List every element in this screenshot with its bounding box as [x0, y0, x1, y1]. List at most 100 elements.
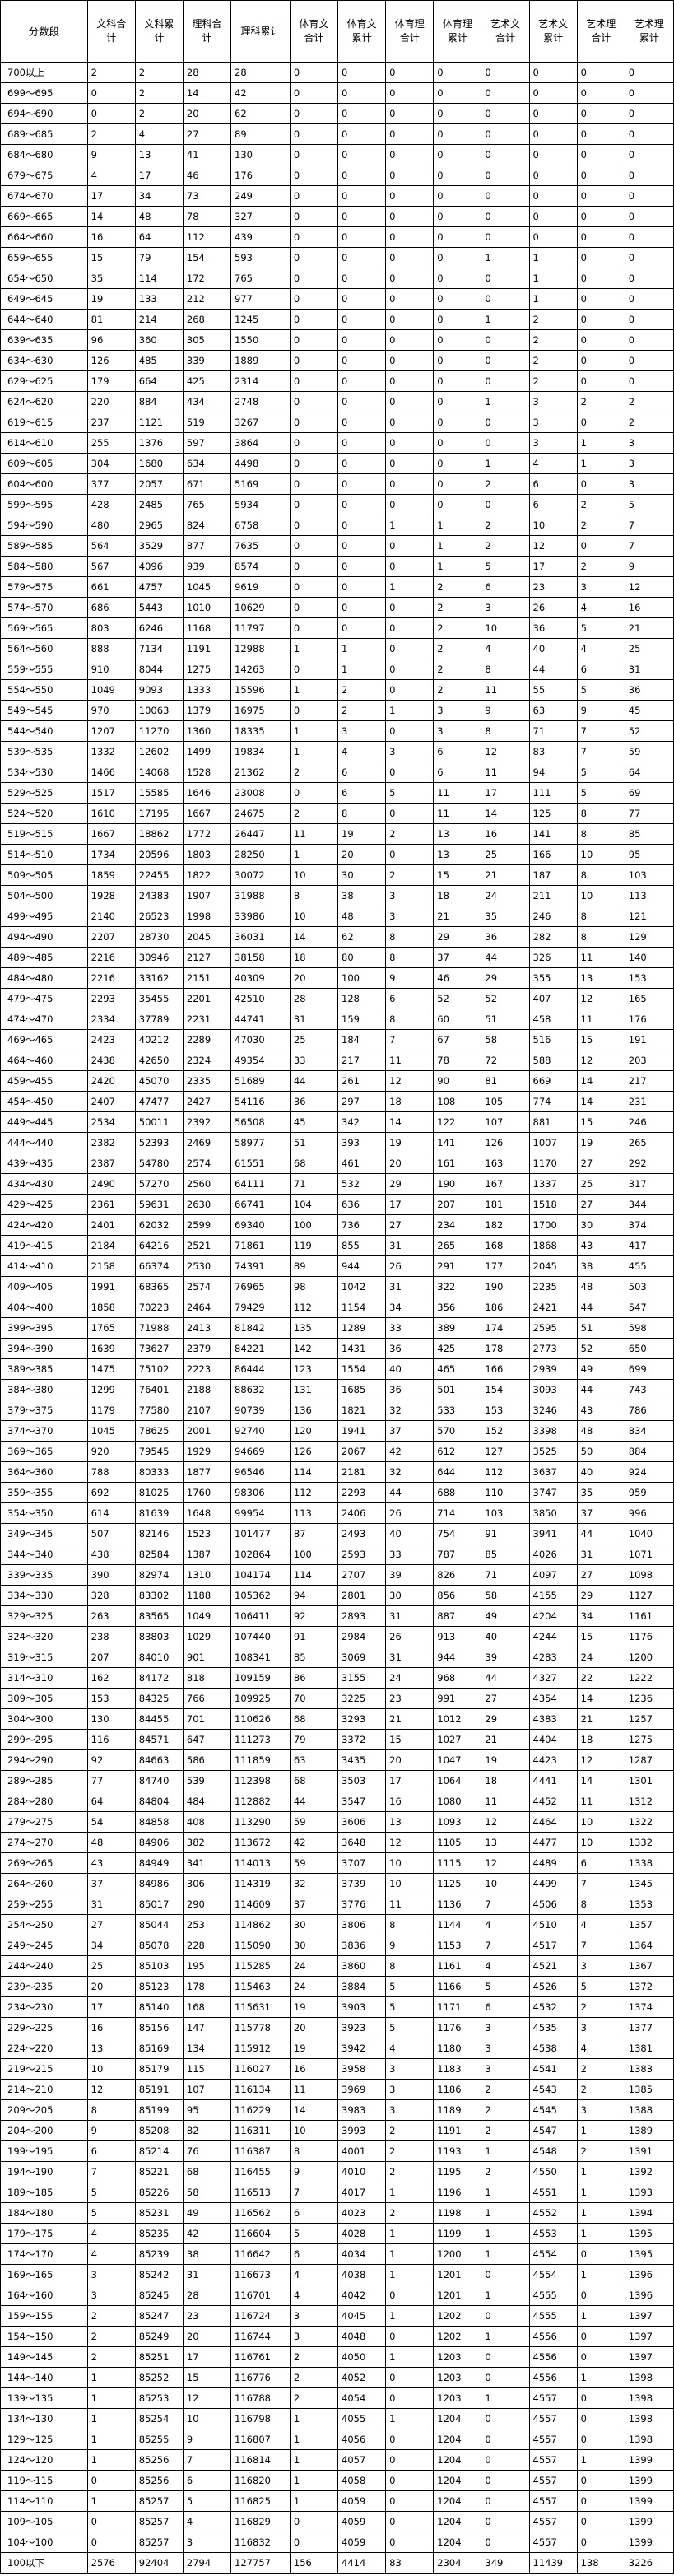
cell-wenke-count: 2334 [86, 1009, 136, 1030]
cell-pe-wen-cumulative: 4414 [337, 2552, 387, 2574]
cell-like-cumulative: 1245 [230, 309, 291, 330]
table-row: 584～580 567 4096 939 8574 0 0 0 1 5 17 2 9 [0, 556, 674, 577]
cell-pe-wen-cumulative: 3069 [337, 1647, 387, 1668]
cell-art-li-cumulative: 0 [624, 144, 674, 165]
cell-art-li-cumulative: 699 [624, 1358, 674, 1380]
cell-like-count: 17 [182, 2346, 232, 2368]
cell-art-wen-cumulative: 4423 [528, 1749, 578, 1771]
cell-wenke-count: 4 [86, 2223, 136, 2244]
cell-like-cumulative: 130 [230, 144, 291, 165]
cell-pe-li-count: 5 [385, 1976, 435, 1997]
cell-pe-li-count: 0 [385, 2490, 435, 2512]
cell-art-wen-count: 152 [481, 1420, 530, 1442]
cell-wenke-count: 1299 [86, 1379, 136, 1400]
cell-art-wen-cumulative: 4464 [528, 1811, 578, 1833]
cell-art-wen-cumulative: 4550 [528, 2161, 578, 2182]
table-row: 459～455 2420 45070 2335 51689 44 261 12 90 81 669 1… [0, 1070, 674, 1092]
cell-art-li-cumulative: 217 [624, 1070, 674, 1092]
cell-art-wen-count: 2 [481, 2161, 530, 2182]
cell-art-wen-cumulative: 40 [528, 638, 578, 659]
cell-like-count: 824 [182, 515, 232, 536]
cell-art-li-cumulative: 834 [624, 1420, 674, 1442]
cell-wenke-count: 126 [86, 350, 136, 371]
cell-pe-li-count: 33 [385, 1544, 435, 1565]
cell-score-range: 569～565 [0, 617, 88, 639]
cell-pe-li-cumulative: 501 [433, 1379, 482, 1400]
cell-like-cumulative: 30072 [230, 864, 291, 886]
cell-pe-wen-cumulative: 20 [337, 844, 387, 865]
cell-pe-wen-count: 33 [289, 1050, 339, 1071]
cell-art-wen-count: 0 [481, 350, 530, 371]
cell-wenke-cumulative: 82584 [134, 1544, 184, 1565]
cell-wenke-cumulative: 81025 [134, 1482, 184, 1503]
cell-pe-wen-cumulative: 944 [337, 1255, 387, 1277]
cell-pe-li-cumulative: 190 [433, 1173, 482, 1195]
cell-art-wen-count: 0 [481, 62, 530, 83]
cell-art-li-cumulative: 1353 [624, 1894, 674, 1915]
cell-art-li-cumulative: 1200 [624, 1647, 674, 1668]
cell-pe-li-cumulative: 389 [433, 1317, 482, 1339]
cell-score-range: 144～140 [0, 2367, 88, 2388]
cell-art-li-cumulative: 3226 [624, 2552, 674, 2574]
cell-pe-li-count: 9 [385, 1935, 435, 1956]
cell-like-count: 1648 [182, 1502, 232, 1524]
cell-pe-wen-count: 100 [289, 1544, 339, 1565]
cell-art-wen-count: 39 [481, 1647, 530, 1668]
cell-score-range: 129～125 [0, 2429, 88, 2450]
cell-like-cumulative: 115778 [230, 2017, 291, 2038]
cell-pe-li-count: 0 [385, 103, 435, 124]
cell-pe-wen-count: 63 [289, 1749, 339, 1771]
table-row: 439～435 2387 54780 2574 61551 68 461 20 161 163 11… [0, 1153, 674, 1174]
cell-like-count: 115 [182, 2058, 232, 2080]
cell-art-wen-count: 24 [481, 885, 530, 906]
cell-score-range: 624～620 [0, 391, 88, 412]
cell-score-range: 700以上 [0, 62, 88, 83]
cell-art-wen-count: 177 [481, 1255, 530, 1277]
cell-wenke-cumulative: 85247 [134, 2305, 184, 2327]
cell-wenke-count: 77 [86, 1770, 136, 1791]
cell-art-li-count: 0 [576, 370, 625, 392]
cell-art-wen-cumulative: 6 [528, 473, 578, 495]
cell-pe-li-cumulative: 1 [433, 556, 482, 577]
cell-art-wen-cumulative: 0 [528, 144, 578, 165]
cell-art-wen-count: 8 [481, 720, 530, 742]
cell-wenke-cumulative: 80333 [134, 1461, 184, 1483]
cell-pe-wen-cumulative: 261 [337, 1070, 387, 1092]
cell-art-wen-cumulative: 1170 [528, 1153, 578, 1174]
cell-art-li-count: 0 [576, 82, 625, 104]
cell-art-li-count: 0 [576, 165, 625, 186]
table-row: 429～425 2361 59631 2630 66741 104 636 17 207 181 1… [0, 1194, 674, 1215]
cell-like-count: 2289 [182, 1029, 232, 1050]
cell-wenke-cumulative: 54780 [134, 1153, 184, 1174]
cell-art-wen-count: 190 [481, 1276, 530, 1297]
cell-like-count: 20 [182, 2326, 232, 2347]
cell-like-cumulative: 40309 [230, 967, 291, 989]
cell-art-wen-count: 182 [481, 1214, 530, 1236]
cell-art-wen-cumulative: 2 [528, 309, 578, 330]
cell-art-li-cumulative: 503 [624, 1276, 674, 1297]
cell-pe-wen-cumulative: 159 [337, 1009, 387, 1030]
cell-pe-li-count: 83 [385, 2552, 435, 2574]
cell-wenke-count: 2407 [86, 1091, 136, 1112]
header-cell-like-count: 理科合计 [182, 0, 232, 63]
cell-pe-wen-cumulative: 4038 [337, 2264, 387, 2285]
cell-pe-li-cumulative: 356 [433, 1297, 482, 1318]
cell-pe-wen-cumulative: 3372 [337, 1729, 387, 1750]
cell-score-range: 619～615 [0, 412, 88, 433]
cell-art-wen-cumulative: 4517 [528, 1935, 578, 1956]
cell-like-cumulative: 98306 [230, 1482, 291, 1503]
cell-art-li-count: 11 [576, 947, 625, 968]
cell-art-li-cumulative: 743 [624, 1379, 674, 1400]
cell-like-cumulative: 31988 [230, 885, 291, 906]
cell-pe-li-cumulative: 0 [433, 123, 482, 145]
cell-art-li-cumulative: 1345 [624, 1873, 674, 1894]
cell-like-count: 2188 [182, 1379, 232, 1400]
cell-score-range: 154～150 [0, 2326, 88, 2347]
cell-art-li-count: 0 [576, 185, 625, 207]
cell-art-li-cumulative: 1071 [624, 1544, 674, 1565]
cell-art-li-count: 30 [576, 1214, 625, 1236]
cell-like-count: 519 [182, 412, 232, 433]
cell-art-wen-cumulative: 4538 [528, 2038, 578, 2059]
cell-wenke-cumulative: 66374 [134, 1255, 184, 1277]
cell-art-wen-cumulative: 166 [528, 844, 578, 865]
